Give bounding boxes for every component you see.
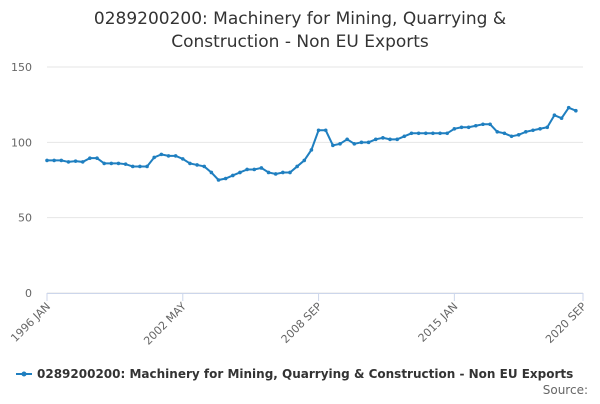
data-point <box>195 163 199 167</box>
data-point <box>488 122 492 127</box>
data-point <box>388 137 392 142</box>
data-point <box>524 129 528 134</box>
data-point <box>552 113 557 118</box>
data-point <box>452 126 457 131</box>
chart-title: Construction - Non EU Exports <box>171 32 429 52</box>
y-tick-label: 50 <box>18 212 32 225</box>
data-point <box>531 128 535 133</box>
data-point <box>323 128 328 133</box>
data-point <box>459 125 464 130</box>
data-point <box>416 131 421 136</box>
data-point <box>216 178 221 182</box>
data-point <box>395 137 399 142</box>
data-point <box>438 131 442 136</box>
y-tick-label: 150 <box>11 61 32 74</box>
x-tick-label: 2008 SEP <box>279 300 325 346</box>
data-point <box>559 116 564 121</box>
source: Source: <box>543 383 588 397</box>
data-point <box>231 173 235 178</box>
data-point <box>152 155 156 160</box>
data-point <box>59 158 64 163</box>
data-point <box>202 164 207 169</box>
chart-title: 0289200200: Machinery for Mining, Quarry… <box>94 9 506 29</box>
data-point <box>373 137 378 142</box>
y-tick-label: 0 <box>25 287 32 300</box>
data-point <box>402 134 407 139</box>
data-point <box>481 122 485 127</box>
x-tick-label: 2015 JAN <box>416 300 461 345</box>
data-point <box>45 158 49 163</box>
data-point <box>238 170 242 175</box>
data-point <box>495 129 500 134</box>
data-point <box>566 105 571 110</box>
data-point <box>88 156 92 160</box>
data-point <box>252 167 257 172</box>
data-point <box>159 152 164 157</box>
data-point <box>102 161 106 166</box>
data-point <box>109 161 114 166</box>
data-point <box>509 134 514 139</box>
data-point <box>130 164 135 169</box>
data-point <box>166 154 171 158</box>
data-point <box>545 125 550 130</box>
data-point <box>302 158 307 163</box>
data-point <box>316 128 321 133</box>
data-point <box>359 140 364 145</box>
data-point <box>116 161 121 166</box>
data-point <box>245 167 249 172</box>
data-point <box>295 164 299 169</box>
data-point <box>331 143 335 148</box>
x-tick-label: 1996 JAN <box>8 300 53 345</box>
data-point <box>381 136 385 140</box>
data-point <box>145 164 149 169</box>
data-point <box>474 123 478 128</box>
data-point <box>66 160 71 164</box>
data-point <box>95 156 99 160</box>
data-point <box>574 108 578 113</box>
data-point <box>423 131 428 136</box>
data-point <box>538 126 542 131</box>
data-point <box>309 148 314 152</box>
data-point <box>259 166 264 170</box>
data-point <box>123 162 128 166</box>
data-point <box>352 142 357 146</box>
data-point <box>80 160 85 164</box>
data-point <box>266 170 271 175</box>
data-point <box>273 172 278 176</box>
data-point <box>288 170 292 175</box>
x-tick-label: 2002 MAY <box>141 300 189 348</box>
data-point <box>138 164 142 169</box>
data-point <box>223 176 228 181</box>
data-point <box>409 131 414 136</box>
data-point <box>209 170 214 175</box>
data-point <box>188 161 192 166</box>
series-line <box>47 106 577 182</box>
legend-label: 0289200200: Machinery for Mining, Quarry… <box>37 367 573 381</box>
data-point <box>338 142 342 146</box>
data-point <box>281 170 285 175</box>
data-point <box>173 154 178 158</box>
data-point <box>180 157 185 161</box>
data-point <box>516 133 521 137</box>
x-tick-label: 2020 SEP <box>543 300 589 346</box>
legend-symbol <box>21 371 27 377</box>
data-point <box>345 137 349 142</box>
data-point <box>366 140 371 145</box>
data-point <box>52 158 56 163</box>
data-point <box>502 131 507 136</box>
data-point <box>466 125 471 130</box>
data-point <box>445 131 450 136</box>
data-point <box>73 159 78 163</box>
data-point <box>431 131 435 136</box>
y-tick-label: 100 <box>11 136 32 149</box>
